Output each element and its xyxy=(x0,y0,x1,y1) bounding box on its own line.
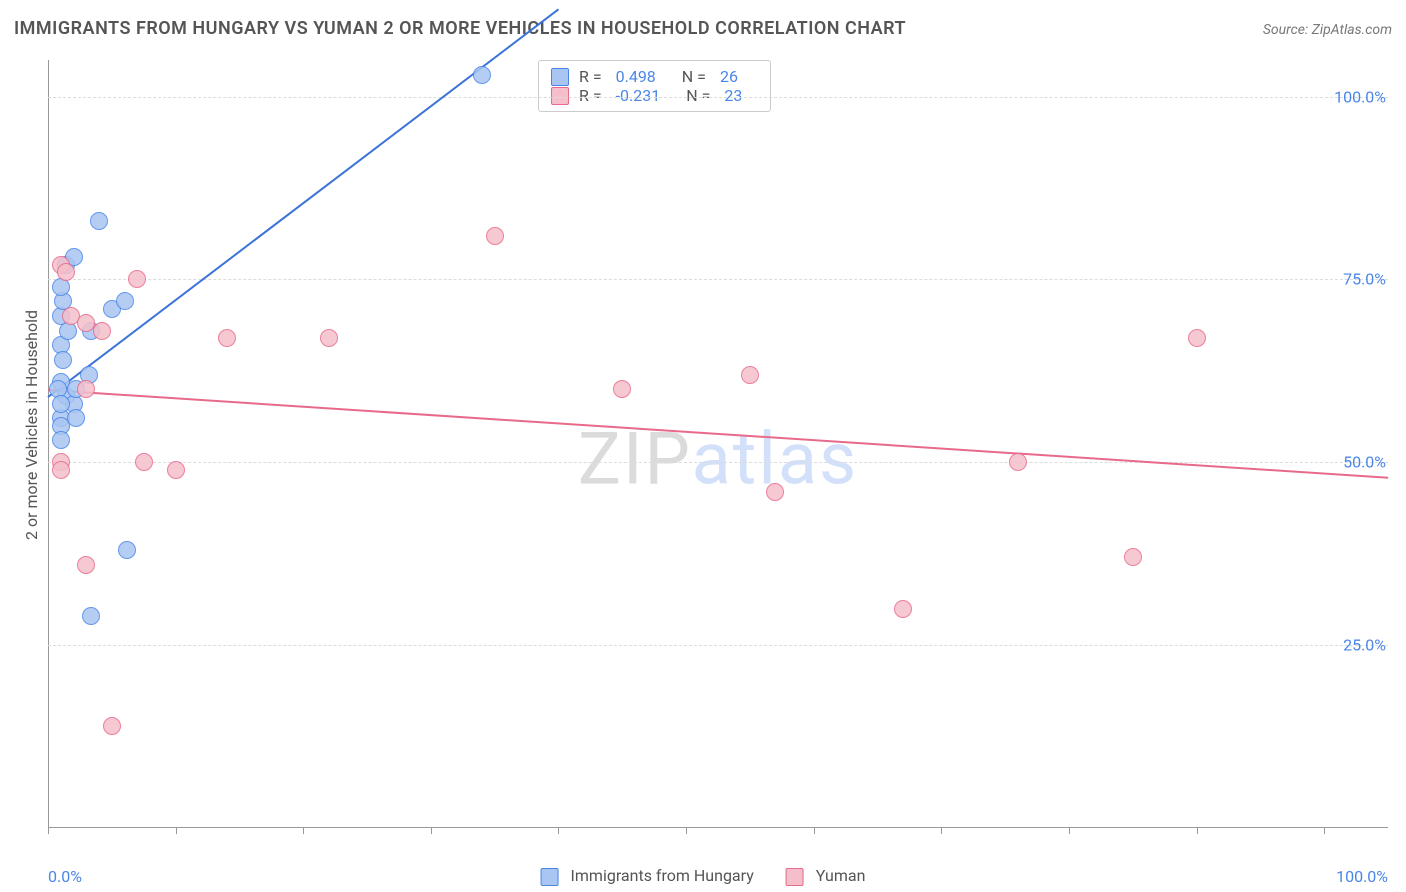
y-axis xyxy=(48,60,49,828)
data-point xyxy=(90,212,108,230)
x-tick xyxy=(686,828,687,834)
x-max-label: 100.0% xyxy=(1336,867,1388,886)
x-tick xyxy=(431,828,432,834)
data-point xyxy=(894,600,912,618)
data-point xyxy=(473,66,491,84)
watermark: ZIPatlas xyxy=(578,417,858,502)
data-point xyxy=(766,483,784,501)
legend-swatch xyxy=(551,87,569,105)
data-point xyxy=(741,366,759,384)
y-tick-label: 25.0% xyxy=(1343,636,1390,655)
x-tick xyxy=(941,828,942,834)
legend-label: Yuman xyxy=(816,866,866,885)
y-tick-label: 75.0% xyxy=(1343,270,1390,289)
data-point xyxy=(77,380,95,398)
x-tick xyxy=(303,828,304,834)
y-axis-title: 2 or more Vehicles in Household xyxy=(22,310,41,540)
legend-swatch xyxy=(551,68,569,86)
data-point xyxy=(82,607,100,625)
legend-stats-row: R = -0.231 N = 23 xyxy=(551,86,758,105)
data-point xyxy=(52,431,70,449)
r-label: R = xyxy=(579,67,602,86)
x-tick xyxy=(558,828,559,834)
data-point xyxy=(93,322,111,340)
data-point xyxy=(118,541,136,559)
data-point xyxy=(103,717,121,735)
n-value: 23 xyxy=(724,86,742,105)
gridline xyxy=(48,645,1388,646)
data-point xyxy=(54,351,72,369)
data-point xyxy=(218,329,236,347)
data-point xyxy=(1009,453,1027,471)
data-point xyxy=(128,270,146,288)
y-tick-label: 100.0% xyxy=(1334,87,1390,106)
x-tick xyxy=(48,828,49,834)
legend-label: Immigrants from Hungary xyxy=(571,866,754,885)
n-label: N = xyxy=(686,86,710,105)
data-point xyxy=(67,409,85,427)
legend-series: Immigrants from Hungary Yuman xyxy=(541,866,866,886)
source-label: Source: ZipAtlas.com xyxy=(1263,22,1392,38)
x-tick xyxy=(1324,828,1325,834)
n-label: N = xyxy=(682,67,706,86)
data-point xyxy=(613,380,631,398)
data-point xyxy=(52,395,70,413)
legend-item: Immigrants from Hungary xyxy=(541,866,754,886)
scatter-plot: ZIPatlas R = 0.498 N = 26 R = -0.231 N =… xyxy=(48,60,1388,828)
data-point xyxy=(167,461,185,479)
chart-title: IMMIGRANTS FROM HUNGARY VS YUMAN 2 OR MO… xyxy=(14,18,906,39)
x-axis xyxy=(48,827,1388,828)
legend-swatch xyxy=(786,868,804,886)
x-tick xyxy=(176,828,177,834)
r-value: 0.498 xyxy=(616,67,656,86)
y-tick-label: 50.0% xyxy=(1343,453,1390,472)
gridline xyxy=(48,279,1388,280)
x-min-label: 0.0% xyxy=(48,867,82,886)
data-point xyxy=(320,329,338,347)
trend-line xyxy=(48,389,1388,479)
data-point xyxy=(486,227,504,245)
n-value: 26 xyxy=(720,67,738,86)
r-value: -0.231 xyxy=(616,86,661,105)
x-tick xyxy=(1069,828,1070,834)
r-label: R = xyxy=(579,86,602,105)
data-point xyxy=(77,556,95,574)
data-point xyxy=(57,263,75,281)
x-tick xyxy=(814,828,815,834)
x-tick xyxy=(1197,828,1198,834)
legend-stats-row: R = 0.498 N = 26 xyxy=(551,67,758,86)
data-point xyxy=(1124,548,1142,566)
legend-swatch xyxy=(541,868,559,886)
legend-stats: R = 0.498 N = 26 R = -0.231 N = 23 xyxy=(538,60,771,112)
legend-item: Yuman xyxy=(786,866,866,886)
data-point xyxy=(116,292,134,310)
data-point xyxy=(1188,329,1206,347)
data-point xyxy=(135,453,153,471)
gridline xyxy=(48,97,1388,98)
data-point xyxy=(52,461,70,479)
